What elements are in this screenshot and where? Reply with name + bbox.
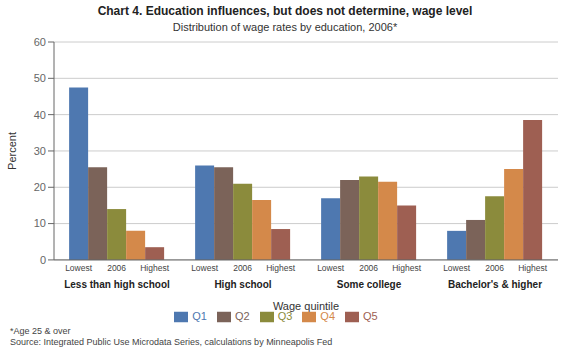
svg-text:Highest: Highest (266, 263, 295, 273)
svg-text:20: 20 (34, 181, 46, 193)
html-text:Distribution of wage rates by: Distribution of wage rates by education,… (172, 21, 398, 33)
html-text:Q2: Q2 (235, 309, 250, 322)
svg-text:Some college: Some college (337, 279, 402, 290)
svg-text:Highest: Highest (140, 263, 169, 273)
svg-text:High school: High school (214, 279, 271, 290)
html-text:Q4: Q4 (320, 309, 335, 322)
svg-text:Lowest: Lowest (443, 263, 471, 273)
html-text:Q5: Q5 (363, 309, 378, 322)
svg-text:Wage quintile: Wage quintile (273, 300, 339, 312)
svg-text:Bachelor's & higher: Bachelor's & higher (448, 279, 542, 290)
html-text:Q1: Q1 (192, 309, 207, 322)
svg-text:2006: 2006 (107, 263, 126, 273)
svg-text:0: 0 (40, 254, 46, 266)
svg-text:Percent: Percent (8, 132, 18, 170)
svg-text:60: 60 (34, 36, 46, 48)
svg-text:Highest: Highest (518, 263, 547, 273)
html-text:Q3: Q3 (277, 309, 293, 322)
svg-text:10: 10 (34, 217, 46, 229)
svg-text:Lowest: Lowest (191, 263, 219, 273)
svg-text:30: 30 (34, 145, 46, 157)
svg-text:2006: 2006 (485, 263, 504, 273)
svg-text:40: 40 (34, 109, 46, 121)
svg-text:Lowest: Lowest (65, 263, 93, 273)
html-text:*Age 25 & over: *Age 25 & over (10, 326, 71, 336)
svg-text:Less than high school: Less than high school (64, 279, 170, 290)
html-text:Source: Integrated Public Use: Source: Integrated Public Use Microdata … (10, 337, 333, 347)
svg-text:2006: 2006 (359, 263, 378, 273)
svg-text:50: 50 (34, 72, 46, 84)
svg-text:Highest: Highest (392, 263, 421, 273)
html-text:Chart 4. Education influences,: Chart 4. Education influences, but does … (97, 4, 473, 18)
svg-text:2006: 2006 (233, 263, 252, 273)
svg-text:Lowest: Lowest (317, 263, 345, 273)
